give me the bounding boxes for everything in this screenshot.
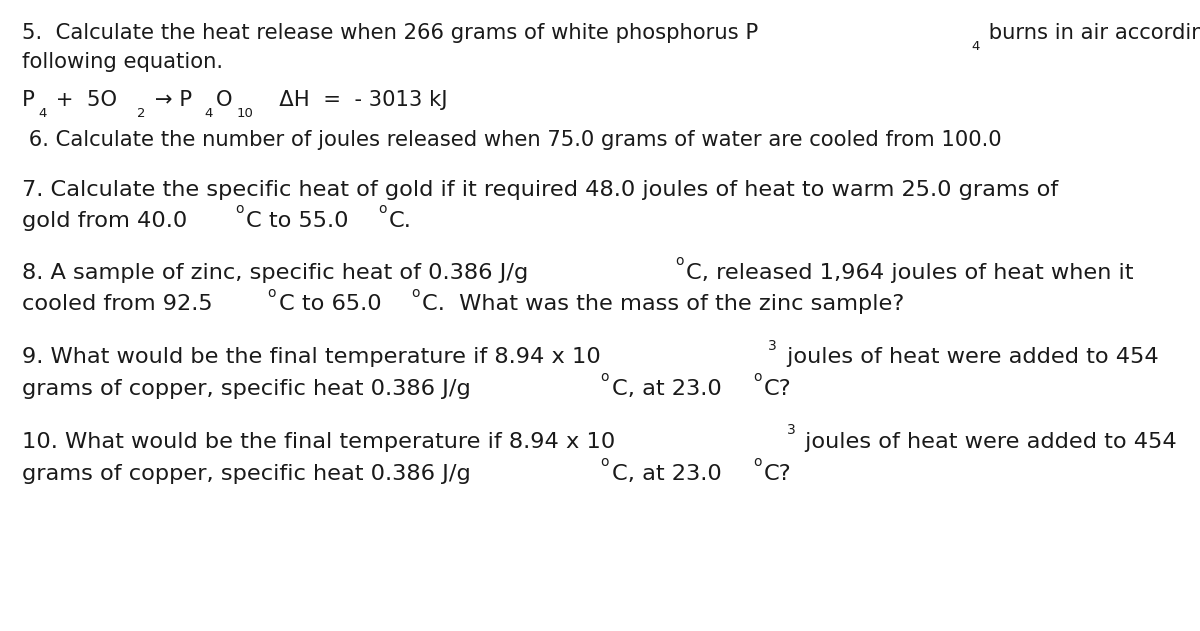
Text: joules of heat were added to 454: joules of heat were added to 454 <box>780 348 1158 367</box>
Text: P: P <box>22 90 35 110</box>
Text: O: O <box>216 90 232 110</box>
Text: o: o <box>268 286 276 300</box>
Text: o: o <box>235 203 244 216</box>
Text: following equation.: following equation. <box>22 52 223 71</box>
Text: o: o <box>754 455 762 469</box>
Text: C?: C? <box>764 464 792 483</box>
Text: burns in air according to the: burns in air according to the <box>983 23 1200 43</box>
Text: joules of heat were added to 454: joules of heat were added to 454 <box>798 432 1177 452</box>
Text: 8. A sample of zinc, specific heat of 0.386 J/g: 8. A sample of zinc, specific heat of 0.… <box>22 263 528 283</box>
Text: o: o <box>601 455 610 469</box>
Text: 4: 4 <box>38 107 47 121</box>
Text: C, at 23.0: C, at 23.0 <box>612 464 721 483</box>
Text: → P: → P <box>148 90 192 110</box>
Text: 10. What would be the final temperature if 8.94 x 10: 10. What would be the final temperature … <box>22 432 614 452</box>
Text: o: o <box>601 370 610 384</box>
Text: 6. Calculate the number of joules released when 75.0 grams of water are cooled f: 6. Calculate the number of joules releas… <box>22 131 1001 150</box>
Text: o: o <box>754 370 762 384</box>
Text: C.  What was the mass of the zinc sample?: C. What was the mass of the zinc sample? <box>422 295 905 314</box>
Text: C, at 23.0: C, at 23.0 <box>612 379 721 399</box>
Text: C, released 1,964 joules of heat when it: C, released 1,964 joules of heat when it <box>685 263 1133 283</box>
Text: 4: 4 <box>972 40 980 54</box>
Text: cooled from 92.5: cooled from 92.5 <box>22 295 212 314</box>
Text: 2: 2 <box>137 107 145 121</box>
Text: 10: 10 <box>236 107 253 121</box>
Text: 3: 3 <box>768 339 778 353</box>
Text: C?: C? <box>764 379 792 399</box>
Text: 4: 4 <box>205 107 214 121</box>
Text: ΔH  =  - 3013 kJ: ΔH = - 3013 kJ <box>258 90 448 110</box>
Text: 7. Calculate the specific heat of gold if it required 48.0 joules of heat to war: 7. Calculate the specific heat of gold i… <box>22 180 1058 199</box>
Text: grams of copper, specific heat 0.386 J/g: grams of copper, specific heat 0.386 J/g <box>22 464 470 483</box>
Text: C to 65.0: C to 65.0 <box>278 295 382 314</box>
Text: 3: 3 <box>787 423 796 437</box>
Text: grams of copper, specific heat 0.386 J/g: grams of copper, specific heat 0.386 J/g <box>22 379 470 399</box>
Text: 9. What would be the final temperature if 8.94 x 10: 9. What would be the final temperature i… <box>22 348 600 367</box>
Text: 5.  Calculate the heat release when 266 grams of white phosphorus P: 5. Calculate the heat release when 266 g… <box>22 23 758 43</box>
Text: C to 55.0: C to 55.0 <box>246 211 348 231</box>
Text: o: o <box>410 286 420 300</box>
Text: C.: C. <box>389 211 412 231</box>
Text: gold from 40.0: gold from 40.0 <box>22 211 187 231</box>
Text: o: o <box>674 254 683 268</box>
Text: o: o <box>378 203 386 216</box>
Text: +  5O: + 5O <box>49 90 118 110</box>
